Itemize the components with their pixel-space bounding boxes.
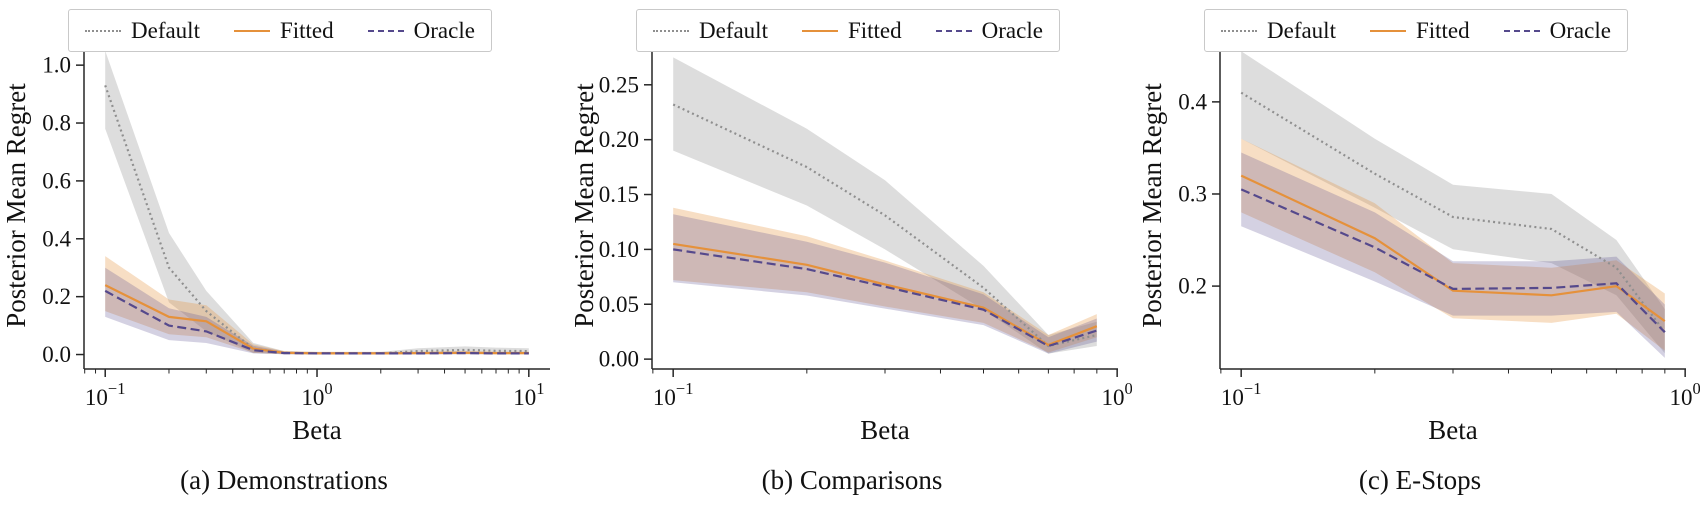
legend-item-fitted: Fitted (233, 18, 334, 43)
legend-label: Oracle (413, 18, 475, 43)
x-tick-label: 100 (301, 379, 332, 410)
plot-canvas: 0.00 0.05 0.10 0.15 0.20 0.25 10−1 100 Beta Poste… (569, 42, 1133, 445)
legend-label: Fitted (279, 18, 334, 43)
x-axis-minor-ticks (652, 369, 1098, 374)
y-tick-label: 0.8 (42, 111, 71, 136)
y-tick-label: 0.4 (42, 226, 71, 251)
confidence-band-oracle (1241, 152, 1665, 358)
caption-demonstrations: (a) Demonstrations (180, 465, 388, 495)
legend-label: Default (1267, 18, 1336, 43)
x-tick-label: 100 (1670, 379, 1700, 410)
x-axis-minor-ticks (84, 369, 520, 374)
figure-posterior-mean-regret: 0.0 0.2 0.4 0.6 0.8 1.0 10−1 100 101 Beta Posterio… (0, 2, 1704, 496)
legend-solid-line-icon (1369, 29, 1406, 32)
x-axis-ticks: 10−1 100 (653, 369, 1133, 410)
y-tick-label: 0.2 (1178, 274, 1207, 299)
y-tick-label: 0.2 (42, 284, 71, 309)
x-tick-label: 100 (1102, 379, 1132, 410)
x-axis-label: Beta (292, 415, 341, 445)
line-fitted (673, 242, 1098, 347)
x-axis-ticks: 10−1 100 (1221, 369, 1701, 410)
x-axis-minor-ticks (1220, 369, 1666, 374)
y-tick-label: 0.00 (599, 347, 639, 372)
line-default (1240, 91, 1666, 333)
y-axis-label: Posterior Mean Regret (4, 83, 31, 328)
legend-item-oracle: Oracle (1503, 18, 1611, 43)
y-tick-label: 0.10 (599, 237, 639, 262)
legend-label: Default (131, 18, 200, 43)
chart-demonstrations: 0.0 0.2 0.4 0.6 0.8 1.0 10−1 100 101 Beta Posterio… (1, 2, 564, 447)
legend-dashed-line-icon (367, 29, 404, 32)
panel-estops: 0.2 0.3 0.4 10−1 100 Beta Posterior Mean Regre… (1136, 2, 1704, 496)
chart-estops: 0.2 0.3 0.4 10−1 100 Beta Posterior Mean Regre… (1137, 2, 1701, 447)
legend-solid-line-icon (233, 29, 270, 32)
legend: Default Fitted Oracle (636, 9, 1060, 52)
y-tick-label: 1.0 (42, 53, 71, 78)
legend-dotted-line-icon (653, 29, 689, 32)
confidence-band-default (1241, 51, 1665, 354)
legend-label: Oracle (981, 18, 1043, 43)
x-tick-label: 10−1 (1221, 379, 1262, 410)
panel-demonstrations: 0.0 0.2 0.4 0.6 0.8 1.0 10−1 100 101 Beta Posterio… (0, 2, 568, 496)
x-axis-label: Beta (860, 415, 909, 445)
legend-label: Fitted (847, 18, 902, 43)
y-axis-ticks: 0.2 0.3 0.4 (1178, 89, 1220, 299)
legend-dotted-line-icon (85, 29, 121, 32)
legend-label: Oracle (1549, 18, 1611, 43)
y-axis-ticks: 0.0 0.2 0.4 0.6 0.8 1.0 (42, 53, 84, 367)
panel-comparisons: 0.00 0.05 0.10 0.15 0.20 0.25 10−1 100 Beta Poste… (568, 2, 1136, 496)
y-tick-label: 0.05 (599, 292, 639, 317)
y-tick-label: 0.25 (599, 72, 639, 97)
legend-label: Default (699, 18, 768, 43)
legend-item-fitted: Fitted (1369, 18, 1470, 43)
y-tick-label: 0.3 (1178, 181, 1207, 206)
x-tick-label: 10−1 (85, 379, 126, 410)
y-axis-ticks: 0.00 0.05 0.10 0.15 0.20 0.25 (599, 72, 652, 372)
legend: Default Fitted Oracle (1204, 9, 1628, 52)
line-oracle (673, 248, 1098, 348)
y-tick-label: 0.15 (599, 182, 639, 207)
x-axis-ticks: 10−1 100 101 (85, 369, 544, 410)
legend: Default Fitted Oracle (68, 9, 492, 52)
confidence-band-fitted (673, 207, 1097, 353)
caption-estops: (c) E-Stops (1358, 465, 1482, 495)
y-axis-label: Posterior Mean Regret (572, 83, 599, 328)
caption-comparisons: (b) Comparisons (761, 465, 943, 495)
x-tick-label: 10−1 (653, 379, 694, 410)
legend-dashed-line-icon (935, 29, 972, 32)
line-oracle (1240, 188, 1666, 333)
confidence-band-fitted (105, 256, 529, 355)
y-tick-label: 0.20 (599, 127, 639, 152)
y-tick-label: 0.6 (42, 168, 71, 193)
x-tick-label: 101 (513, 379, 544, 410)
y-tick-label: 0.4 (1178, 89, 1207, 114)
y-axis-label: Posterior Mean Regret (1140, 83, 1167, 328)
legend-label: Fitted (1415, 18, 1470, 43)
chart-comparisons: 0.00 0.05 0.10 0.15 0.20 0.25 10−1 100 Beta Poste… (569, 2, 1133, 447)
legend-item-oracle: Oracle (367, 18, 475, 43)
confidence-band-fitted (1241, 138, 1665, 351)
legend-item-oracle: Oracle (935, 18, 1043, 43)
legend-dotted-line-icon (1221, 29, 1257, 32)
confidence-band-default (673, 57, 1097, 354)
legend-item-fitted: Fitted (801, 18, 902, 43)
x-axis-label: Beta (1428, 415, 1477, 445)
legend-item-default: Default (1221, 19, 1336, 42)
plot-canvas: 0.2 0.3 0.4 10−1 100 Beta Posterior Mean Regre… (1137, 42, 1701, 445)
line-oracle (104, 289, 529, 355)
legend-solid-line-icon (801, 29, 838, 32)
legend-item-default: Default (653, 19, 768, 42)
legend-dashed-line-icon (1503, 29, 1540, 32)
plot-canvas: 0.0 0.2 0.4 0.6 0.8 1.0 10−1 100 101 Beta Posterio… (1, 42, 550, 445)
y-tick-label: 0.0 (42, 342, 71, 367)
legend-item-default: Default (85, 19, 200, 42)
